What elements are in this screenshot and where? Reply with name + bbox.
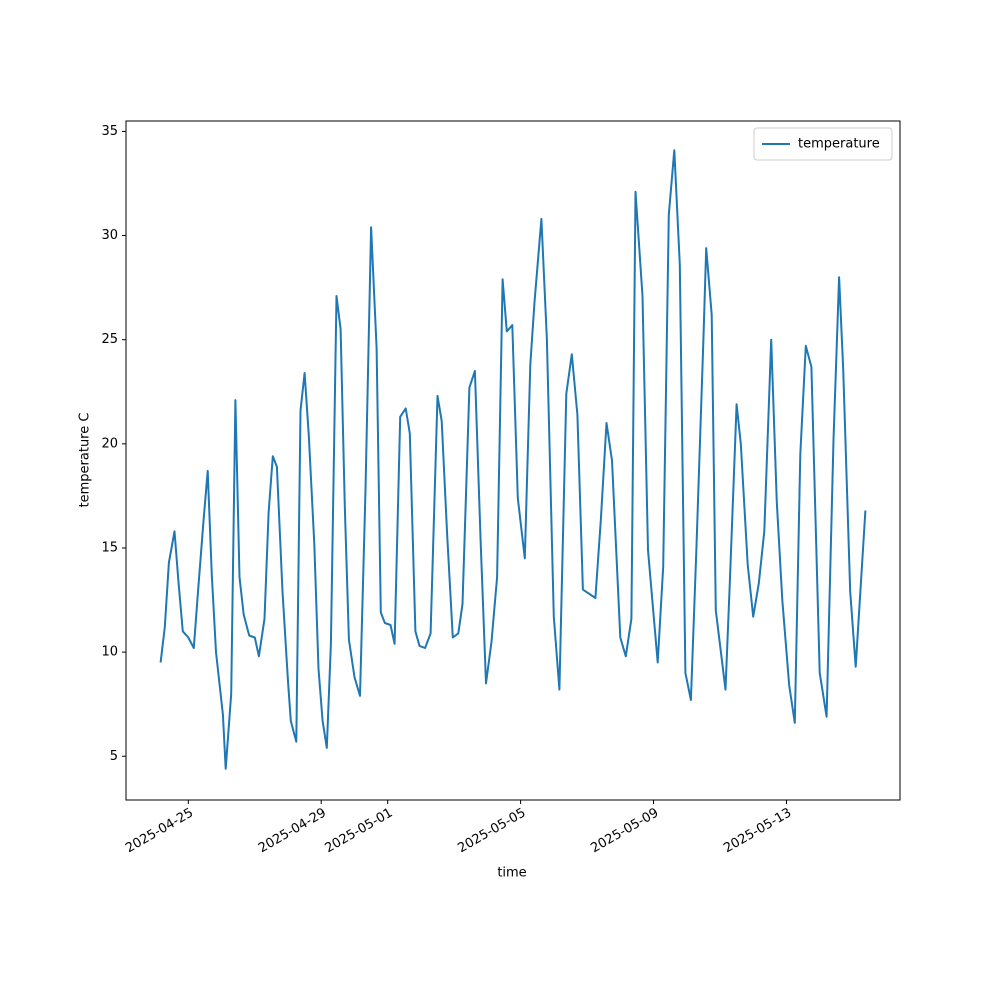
y-axis-label: temperature C — [78, 413, 93, 508]
y-tick-label: 5 — [110, 749, 118, 764]
y-tick-label: 25 — [101, 332, 118, 347]
y-tick-label: 15 — [101, 540, 118, 555]
legend-box — [753, 127, 893, 161]
axes-frame — [125, 120, 901, 801]
y-tick-label: 20 — [101, 436, 118, 451]
y-tick-label: 30 — [101, 228, 118, 243]
y-tick-label: 35 — [101, 124, 118, 139]
line-series — [159, 149, 867, 770]
y-tick-label: 10 — [101, 645, 118, 660]
legend-label: temperature — [798, 137, 880, 152]
x-axis-label: time — [497, 866, 526, 881]
